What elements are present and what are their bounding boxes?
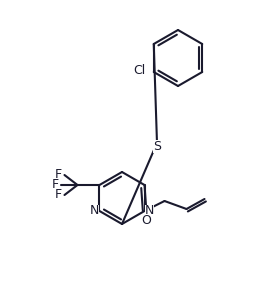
- Text: F: F: [55, 189, 62, 202]
- Text: N: N: [145, 204, 154, 217]
- Text: Cl: Cl: [134, 63, 146, 77]
- Text: N: N: [90, 204, 99, 217]
- Text: O: O: [141, 215, 151, 228]
- Text: F: F: [55, 168, 62, 181]
- Text: F: F: [52, 179, 59, 192]
- Text: S: S: [153, 139, 161, 153]
